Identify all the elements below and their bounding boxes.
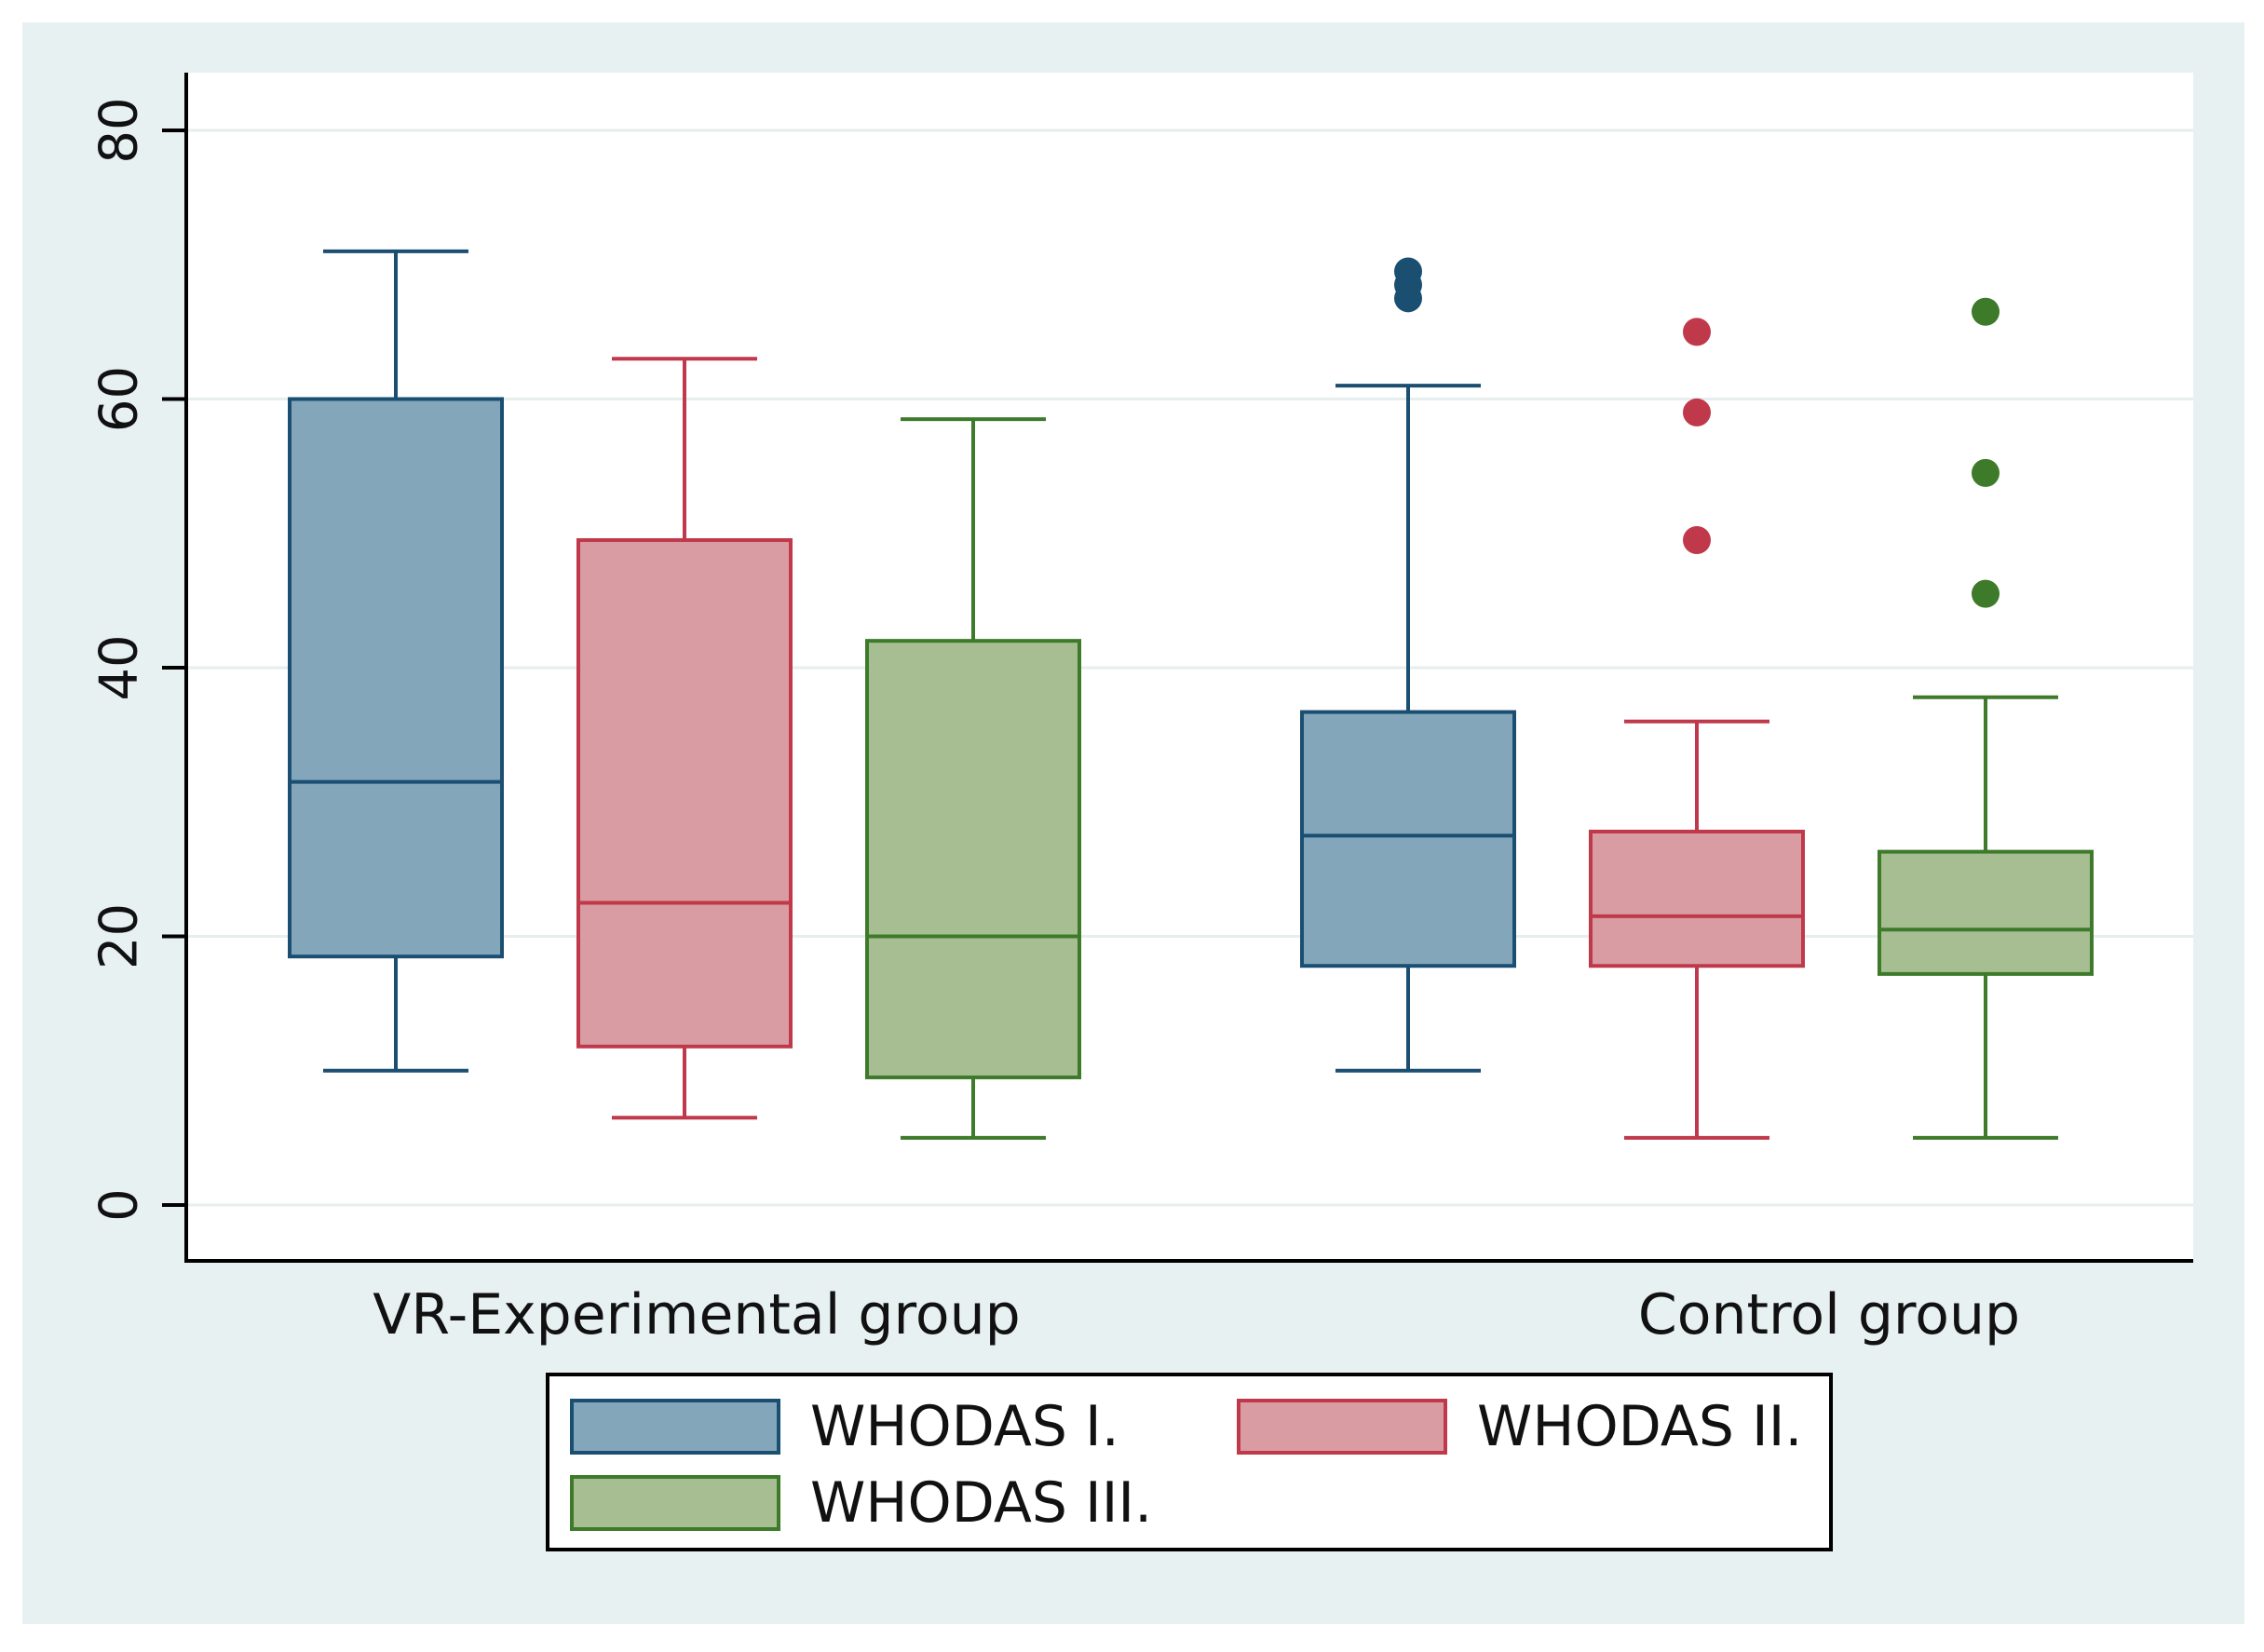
box-whodas-ii-group-1 <box>576 357 793 1120</box>
legend-swatch-2 <box>1237 1399 1447 1455</box>
box-whodas-i-group-1 <box>288 249 504 1073</box>
box-whodas-i-group-2 <box>1300 257 1516 1073</box>
legend-swatch-3 <box>570 1475 780 1531</box>
y-tick-label-20: 20 <box>89 903 150 969</box>
legend: WHODAS I. WHODAS II. WHODAS III. <box>546 1373 1833 1551</box>
category-labels: VR-Experimental group Control group <box>373 1282 2020 1347</box>
outlier-point-3 <box>1394 257 1422 286</box>
grid-layer <box>188 129 2193 1207</box>
box-whodas-iii-group-1 <box>865 417 1081 1140</box>
y-tick-label-40: 40 <box>89 634 150 700</box>
iqr-box <box>1300 710 1516 968</box>
iqr-box <box>288 397 504 959</box>
iqr-box <box>1878 849 2094 976</box>
outlier-point-1 <box>1972 579 2000 608</box>
category-label-2: Control group <box>1638 1282 2020 1347</box>
y-tick-label-0: 0 <box>89 1188 150 1222</box>
outlier-point-2 <box>1683 398 1711 427</box>
legend-swatch-1 <box>570 1399 780 1455</box>
y-tick-label-80: 80 <box>89 97 150 163</box>
iqr-box <box>865 639 1081 1079</box>
box-whodas-iii-group-2 <box>1878 297 2094 1140</box>
legend-label-2: WHODAS II. <box>1477 1394 1802 1459</box>
outlier-point-3 <box>1972 297 2000 326</box>
y-tick-label-60: 60 <box>89 366 150 432</box>
iqr-box <box>576 537 793 1049</box>
axis-layer: 0 20 40 60 80 <box>89 73 2193 1263</box>
iqr-box <box>1589 829 1805 968</box>
category-label-1: VR-Experimental group <box>373 1282 1020 1347</box>
box-whodas-ii-group-2 <box>1589 318 1805 1140</box>
box-layer <box>288 249 2094 1140</box>
legend-label-3: WHODAS III. <box>810 1470 1152 1536</box>
outlier-point-3 <box>1683 318 1711 346</box>
outlier-point-2 <box>1972 458 2000 487</box>
outlier-point-1 <box>1683 525 1711 554</box>
legend-label-1: WHODAS I. <box>810 1394 1119 1459</box>
